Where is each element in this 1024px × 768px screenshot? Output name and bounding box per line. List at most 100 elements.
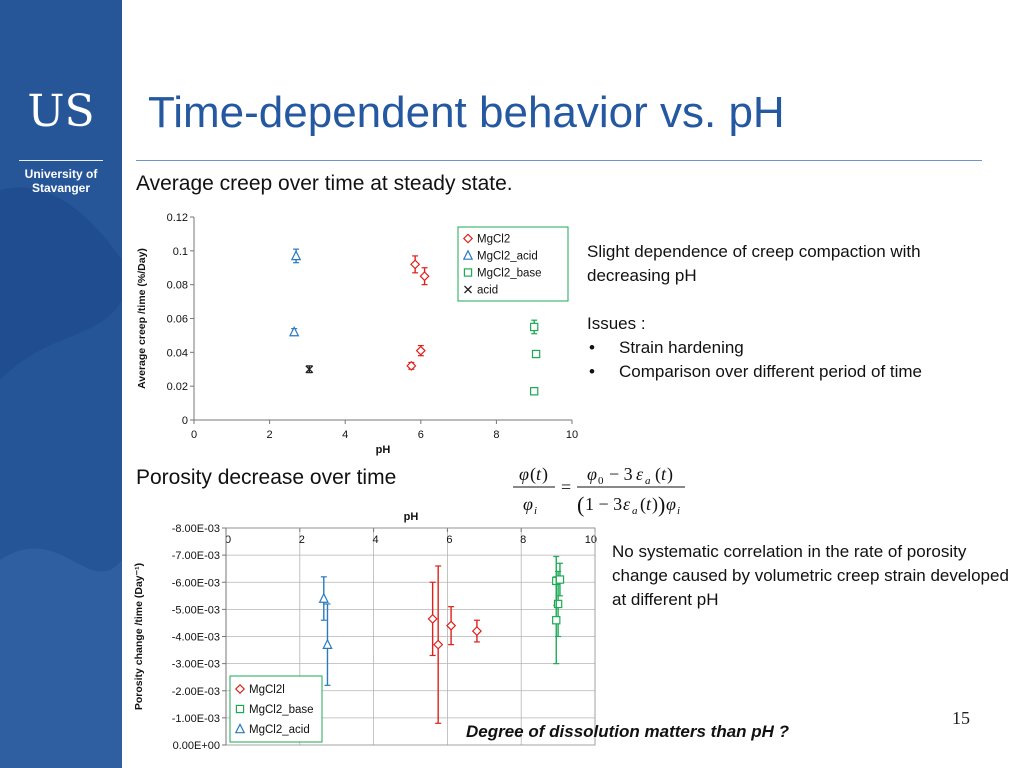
data-point bbox=[471, 626, 482, 637]
series-mgcl2-base bbox=[552, 555, 565, 665]
sidebar-decoration bbox=[0, 0, 122, 768]
issue-bullet: • Strain hardening bbox=[587, 336, 927, 360]
formula-term: i bbox=[677, 505, 680, 517]
porosity-formula: φ ( t ) φ i = φ 0 − 3 ε a ( t ) ( 1 − 3 … bbox=[513, 464, 685, 517]
formula-term: = bbox=[561, 477, 571, 497]
series-mgcl2-acid bbox=[288, 248, 302, 337]
section2-notes: No systematic correlation in the rate of… bbox=[612, 540, 1012, 612]
legend-label: MgCl2_acid bbox=[477, 251, 538, 263]
x-axis-label: pH bbox=[404, 511, 419, 523]
data-point bbox=[234, 722, 246, 734]
formula-term: 1 − 3 bbox=[585, 494, 622, 514]
bullet-dot: • bbox=[589, 338, 595, 357]
data-point bbox=[530, 322, 539, 332]
legend-label: acid bbox=[477, 285, 498, 297]
formula-term: φ bbox=[587, 464, 597, 484]
y-tick-label: 0 bbox=[182, 415, 188, 427]
page-number: 15 bbox=[952, 708, 970, 728]
formula-term: ( bbox=[530, 464, 536, 485]
legend-label: MgCl2_acid bbox=[249, 724, 310, 736]
issue-text: Strain hardening bbox=[619, 338, 744, 357]
formula-term: t bbox=[646, 494, 652, 514]
data-point bbox=[446, 620, 457, 631]
formula-term: a bbox=[632, 505, 638, 517]
y-tick-label: 0.04 bbox=[167, 347, 188, 359]
sidebar-band: US University of Stavanger bbox=[0, 0, 122, 768]
y-axis-label: Average creep /time (%/Day) bbox=[136, 248, 148, 389]
formula-term: ε bbox=[623, 494, 631, 514]
y-tick-label: -4.00E-03 bbox=[172, 632, 220, 644]
logo-divider bbox=[19, 160, 103, 161]
legend-box bbox=[457, 226, 569, 302]
data-point bbox=[318, 592, 329, 603]
x-tick-label: 4 bbox=[373, 534, 379, 546]
y-tick-label: 0.1 bbox=[173, 246, 188, 258]
x-tick-label: 0 bbox=[191, 429, 197, 441]
x-tick-label: 8 bbox=[520, 534, 526, 546]
y-tick-label: -6.00E-03 bbox=[172, 577, 220, 589]
title-divider bbox=[136, 160, 982, 161]
data-point bbox=[410, 259, 421, 270]
x-tick-label: 4 bbox=[342, 429, 348, 441]
data-point bbox=[290, 249, 302, 261]
formula-term: t bbox=[661, 464, 667, 484]
legend-label: MgCl2_base bbox=[477, 268, 542, 280]
series-acid bbox=[305, 365, 314, 374]
data-point bbox=[462, 233, 474, 244]
series-mgcl2l bbox=[427, 565, 482, 724]
y-tick-label: 0.06 bbox=[167, 314, 188, 326]
data-point bbox=[464, 285, 472, 294]
formula-term: t bbox=[536, 464, 542, 484]
legend-label: MgCl2 bbox=[477, 234, 510, 246]
slide-title: Time-dependent behavior vs. pH bbox=[148, 88, 785, 137]
data-point bbox=[406, 360, 417, 371]
formula-term: − 3 bbox=[609, 464, 633, 484]
logo-mark: US bbox=[27, 86, 95, 137]
formula-term: ) bbox=[542, 464, 548, 485]
y-tick-label: -1.00E-03 bbox=[172, 713, 220, 725]
formula-term: φ bbox=[523, 494, 533, 514]
y-tick-label: 0.00E+00 bbox=[173, 740, 220, 752]
formula-term: ( bbox=[655, 464, 661, 485]
logo-name-line1: University of bbox=[24, 167, 98, 181]
legend-label: MgCl2l bbox=[249, 684, 285, 696]
x-tick-label: 8 bbox=[493, 429, 499, 441]
x-axis-label: pH bbox=[376, 444, 391, 456]
legend-box bbox=[229, 675, 323, 743]
data-point bbox=[531, 349, 541, 359]
bullet-dot: • bbox=[589, 362, 595, 381]
y-tick-label: -5.00E-03 bbox=[172, 604, 220, 616]
series-mgcl2-acid bbox=[318, 576, 333, 686]
data-point bbox=[415, 345, 426, 356]
series-mgcl2-base bbox=[530, 319, 541, 396]
legend-label: MgCl2_base bbox=[249, 704, 314, 716]
y-tick-label: 0.08 bbox=[167, 280, 188, 292]
creep-chart: 0 0.02 0.04 0.06 0.08 0.1 0.12 0 2 4 6 8 10 pH Average… bbox=[136, 212, 578, 456]
y-tick-label: -7.00E-03 bbox=[172, 550, 220, 562]
x-tick-label: 0 bbox=[225, 534, 231, 546]
formula-term: ( bbox=[577, 492, 584, 517]
data-point bbox=[305, 365, 314, 374]
x-tick-label: 2 bbox=[299, 534, 305, 546]
y-axis-label: Porosity change /time (Day⁻¹) bbox=[133, 563, 145, 710]
creep-note: Slight dependence of creep compaction wi… bbox=[587, 242, 921, 285]
data-point bbox=[234, 683, 246, 695]
formula-term: i bbox=[534, 505, 537, 517]
porosity-note: No systematic correlation in the rate of… bbox=[612, 542, 1009, 609]
y-tick-label: -3.00E-03 bbox=[172, 659, 220, 671]
data-point bbox=[555, 575, 565, 584]
x-tick-label: 10 bbox=[585, 534, 597, 546]
porosity-chart: 0.00E+00 -1.00E-03 -2.00E-03 -3.00E-03 -4.00… bbox=[133, 511, 597, 752]
university-logo: US University of Stavanger bbox=[0, 90, 122, 195]
data-point bbox=[552, 616, 561, 625]
data-point bbox=[419, 271, 430, 282]
series-mgcl2 bbox=[406, 255, 430, 371]
section2-heading: Porosity decrease over time bbox=[136, 466, 397, 489]
data-point bbox=[322, 638, 333, 649]
logo-name-line2: Stavanger bbox=[31, 181, 91, 195]
x-tick-label: 10 bbox=[566, 429, 578, 441]
formula-term: ) bbox=[658, 492, 665, 517]
data-point bbox=[235, 704, 245, 714]
y-tick-label: 0.12 bbox=[167, 212, 188, 224]
